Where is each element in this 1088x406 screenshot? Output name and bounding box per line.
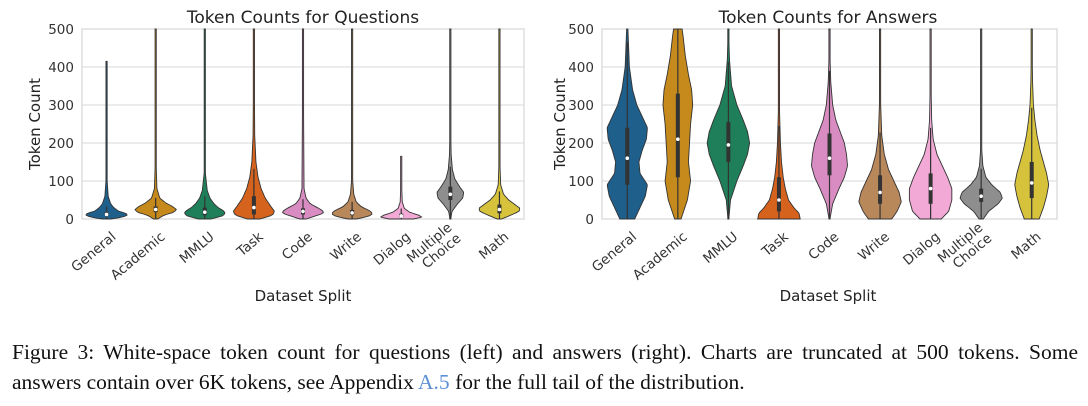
questions-y-ticks: 0 100 200 300 400 500 (48, 22, 74, 228)
median-marker (928, 186, 933, 191)
y-tick-label: 400 (48, 60, 74, 76)
questions-x-axis-label: Dataset Split (255, 287, 352, 305)
x-tick-label-line: Academic (108, 229, 169, 284)
median-marker (676, 137, 680, 141)
violin-code (282, 28, 324, 220)
violin-dialog (379, 155, 423, 220)
y-tick-label: 500 (568, 22, 594, 38)
median-marker (878, 190, 882, 195)
y-tick-label: 300 (568, 98, 594, 114)
x-tick-label: Task (758, 229, 792, 261)
violin-multiple-choice (436, 28, 464, 220)
x-tick-label: Code (279, 229, 316, 263)
median-marker (252, 205, 256, 210)
caption-text: Figure 3: White-space token count for qu… (12, 340, 1078, 394)
median-marker (202, 210, 207, 214)
x-tick-label: Dialog (900, 229, 943, 269)
x-tick-label: Code (805, 229, 842, 263)
x-tick-label: MMLU (177, 229, 218, 267)
y-tick-label: 100 (48, 174, 74, 190)
x-tick-label-line: Code (805, 229, 842, 263)
median-marker (979, 194, 983, 198)
appendix-link[interactable]: A.5 (418, 370, 450, 394)
answers-y-ticks: 0 100 200 300 400 500 (568, 22, 594, 228)
x-tick-label-line: Write (327, 229, 365, 264)
median-marker (827, 156, 832, 160)
questions-y-axis-label: Token Count (26, 78, 44, 171)
caption-text-end: for the full tail of the distribution. (449, 370, 745, 394)
y-tick-label: 100 (568, 174, 594, 190)
y-tick-label: 200 (568, 136, 594, 152)
x-tick-label: MultipleChoice (935, 220, 995, 277)
x-tick-label-line: Math (476, 229, 512, 263)
x-tick-label-line: Math (1008, 229, 1044, 263)
figure: Token Counts for Questions Token Count D… (26, 8, 1058, 305)
violin-academic (134, 28, 177, 220)
x-tick-label: Math (1008, 229, 1044, 263)
x-tick-label-line: Dialog (900, 229, 943, 269)
violin-multiple-choice (959, 28, 1003, 220)
x-tick-label: Write (855, 229, 893, 264)
median-marker (153, 207, 158, 212)
x-tick-label-line: Dialog (371, 229, 414, 269)
violin-write (858, 28, 902, 220)
median-marker (104, 212, 109, 217)
x-tick-label: MMLU (700, 229, 741, 267)
x-tick-label-line: Code (279, 229, 316, 263)
violin-mmlu (184, 28, 226, 220)
y-tick-label: 300 (48, 98, 74, 114)
violin-dialog (908, 28, 953, 220)
y-tick-label: 500 (48, 22, 74, 38)
median-marker (448, 192, 453, 197)
median-marker (1029, 181, 1034, 185)
y-tick-label: 0 (65, 212, 74, 228)
y-tick-label: 200 (48, 136, 74, 152)
answers-chart: Token Counts for Answers Token Count Dat… (551, 8, 1058, 305)
x-tick-label-line: Academic (630, 229, 691, 284)
violin-task (232, 28, 275, 220)
x-tick-label-line: Write (855, 229, 893, 264)
x-tick-label: Task (233, 229, 267, 261)
x-tick-label: MultipleChoice (404, 220, 464, 277)
answers-violins (606, 28, 1050, 220)
figure-caption: Figure 3: White-space token count for qu… (12, 337, 1078, 397)
x-tick-label-line: MMLU (177, 229, 218, 267)
x-tick-label-line: Task (233, 229, 267, 261)
x-tick-label-line: MMLU (700, 229, 741, 267)
questions-violins (85, 28, 521, 220)
median-marker (497, 207, 502, 212)
violin-math (478, 28, 521, 220)
answers-chart-title: Token Counts for Answers (718, 8, 938, 28)
questions-chart-title: Token Counts for Questions (186, 8, 419, 28)
median-marker (625, 156, 630, 160)
violin-general (85, 60, 128, 220)
median-marker (726, 143, 731, 147)
median-marker (399, 214, 404, 218)
questions-chart: Token Counts for Questions Token Count D… (26, 8, 525, 305)
x-tick-label: Math (476, 229, 512, 263)
y-tick-label: 0 (585, 212, 594, 228)
x-tick-label: Write (327, 229, 365, 264)
x-tick-label: Dialog (371, 229, 414, 269)
y-tick-label: 400 (568, 60, 594, 76)
violin-write (331, 28, 373, 220)
x-tick-label: Academic (108, 229, 169, 284)
answers-y-axis-label: Token Count (551, 78, 569, 171)
median-marker (350, 211, 354, 215)
answers-x-axis-label: Dataset Split (780, 287, 877, 305)
x-tick-label-line: Task (758, 229, 792, 261)
median-marker (777, 198, 781, 202)
median-marker (301, 209, 305, 214)
x-tick-label: Academic (630, 229, 691, 284)
violin-task (757, 28, 801, 220)
